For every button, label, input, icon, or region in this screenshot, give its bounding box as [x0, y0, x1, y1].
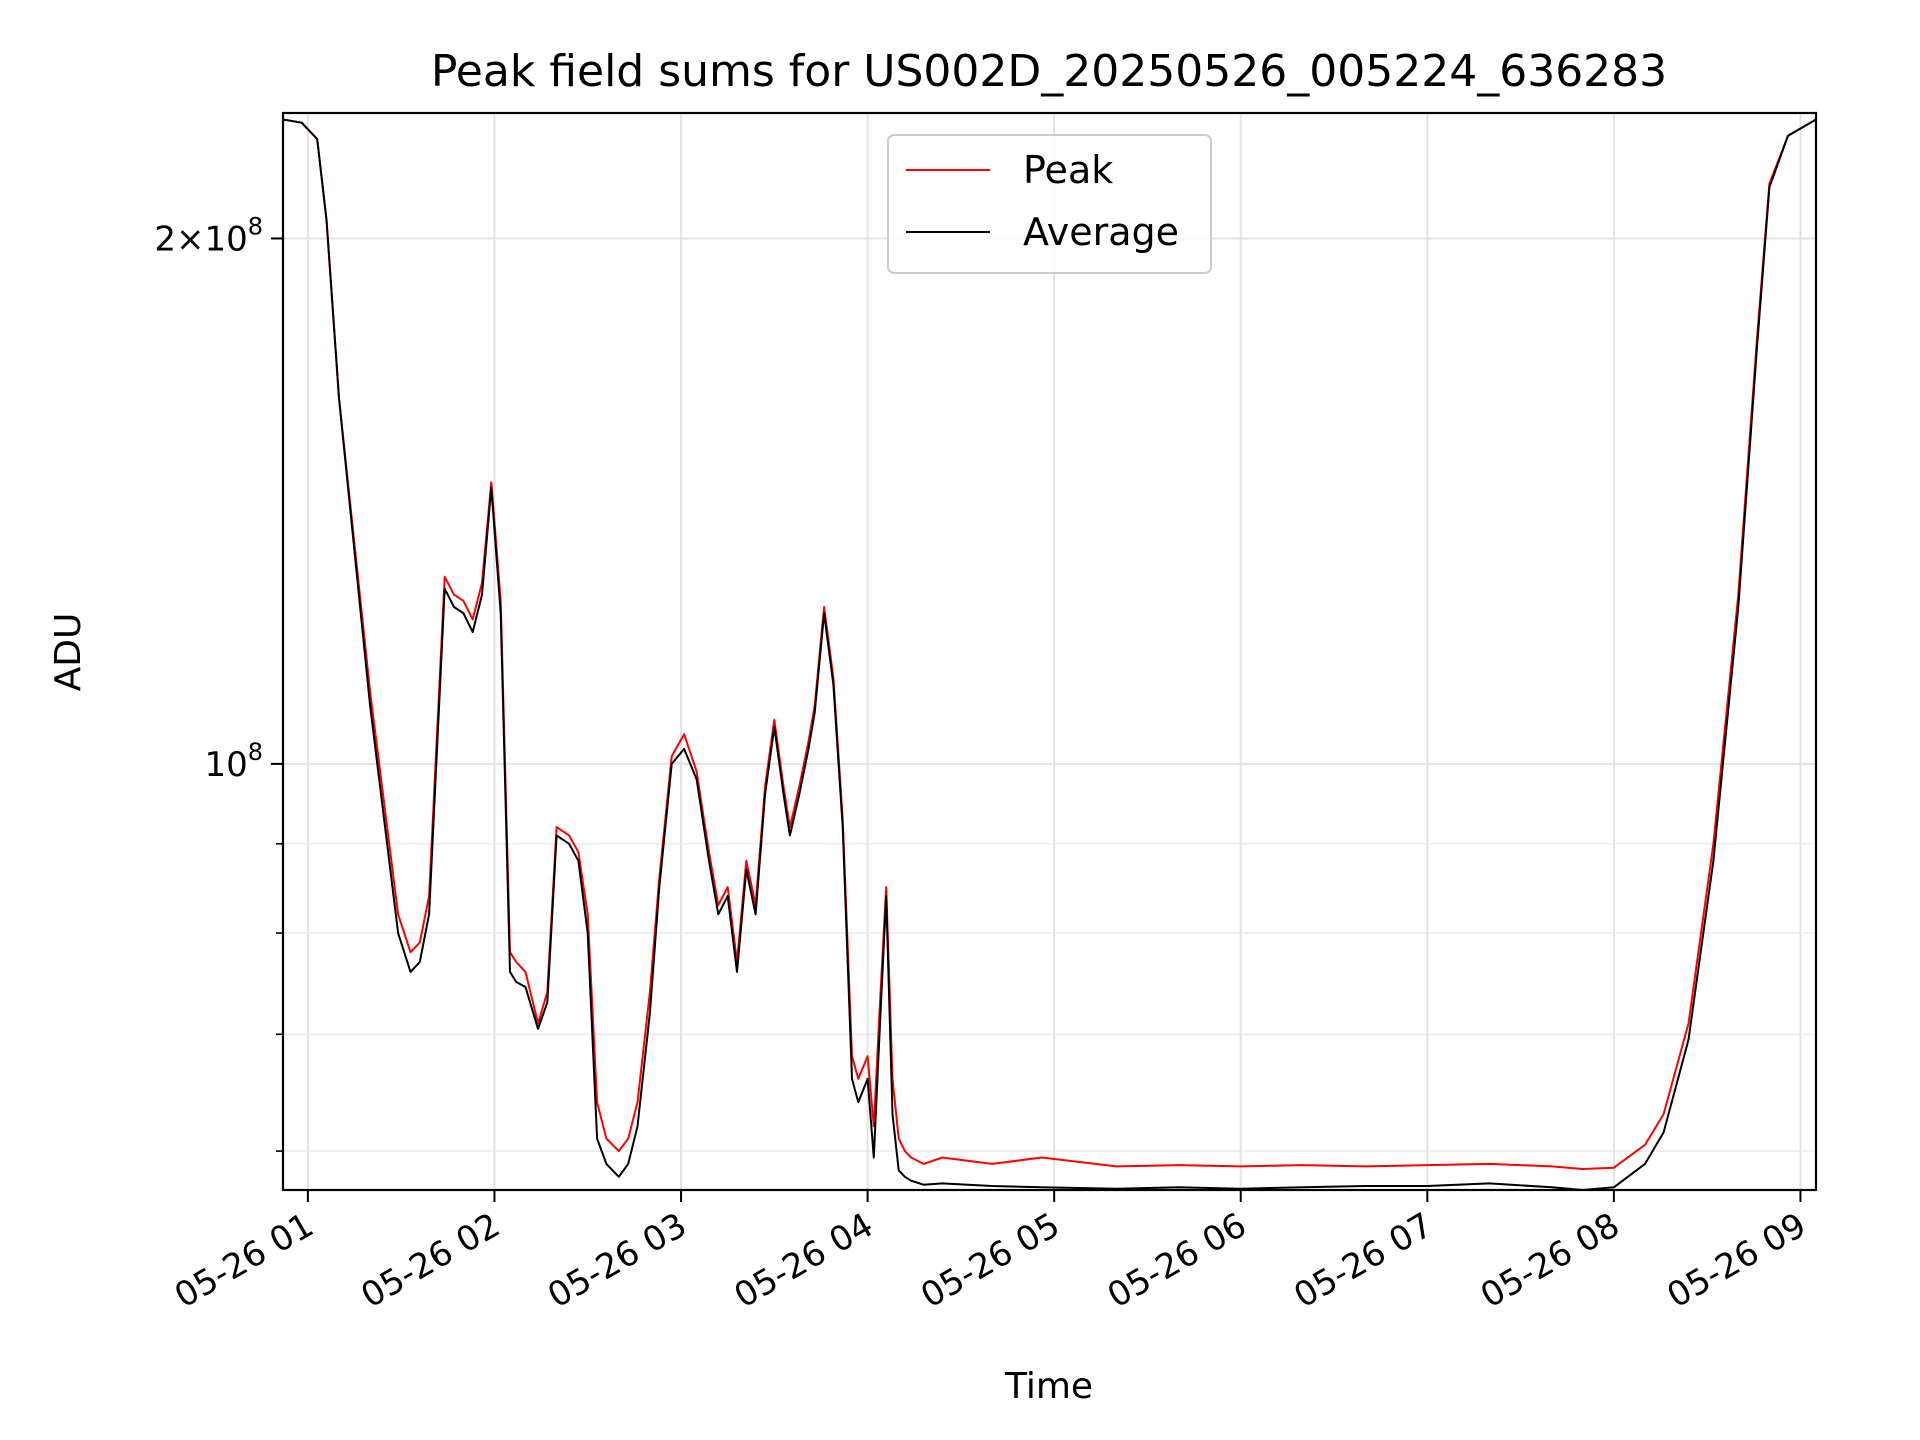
- x-axis-label: Time: [1004, 1366, 1093, 1407]
- legend: Peak Average: [887, 134, 1212, 274]
- y-tick-label: 108: [204, 738, 263, 785]
- plot-frame: [281, 111, 1818, 1192]
- grid-lines: [283, 113, 1816, 1190]
- y-tick-label: 2×108: [154, 212, 263, 259]
- y-axis-label: ADU: [48, 613, 89, 692]
- series-line-average: [282, 118, 1817, 1191]
- legend-label-peak: Peak: [1023, 148, 1113, 192]
- series-line-peak: [282, 118, 1817, 1170]
- chart-title: Peak field sums for US002D_20250526_0052…: [431, 46, 1667, 97]
- legend-label-average: Average: [1023, 210, 1179, 254]
- plot-series: [282, 118, 1817, 1191]
